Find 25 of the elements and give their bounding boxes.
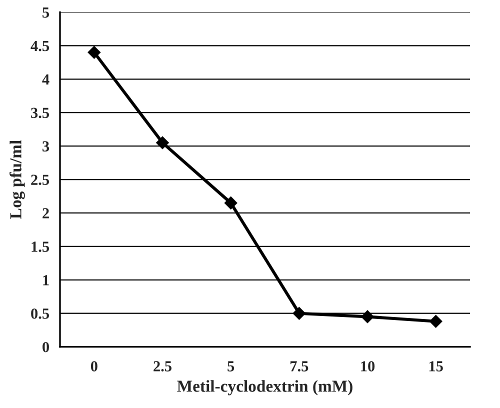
y-tick-label: 0.5 — [31, 308, 50, 319]
point — [361, 310, 374, 324]
x-axis-title: Metil-cyclodextrin (mM) — [177, 380, 352, 396]
y-tick-label: 5 — [42, 8, 50, 18]
y-tick-label: 2 — [42, 208, 49, 218]
point — [429, 314, 442, 328]
y-tick-label: 2.5 — [31, 174, 50, 186]
y-tick-label: 1 — [43, 275, 49, 286]
y-tick-label: 3 — [42, 141, 50, 152]
y-tick-label: 3.5 — [31, 108, 50, 118]
x-tick-label: 0 — [90, 361, 98, 372]
y-tick-label: 4.5 — [30, 40, 50, 52]
y-axis-title: Log pfu/ml — [10, 140, 25, 219]
y-tick-label: 1.5 — [32, 242, 50, 252]
x-tick-label: 7.5 — [290, 361, 308, 372]
x-tick-label: 10 — [361, 361, 375, 372]
point — [156, 136, 169, 150]
y-tick-label: 0 — [42, 342, 49, 352]
x-tick-label: 5 — [228, 361, 234, 372]
x-tick-label: 2.5 — [154, 361, 172, 372]
point — [88, 46, 101, 59]
y-tick-label: 4 — [42, 74, 50, 84]
point — [224, 196, 238, 210]
point — [292, 306, 306, 320]
x-tick-label: 15 — [429, 361, 443, 372]
